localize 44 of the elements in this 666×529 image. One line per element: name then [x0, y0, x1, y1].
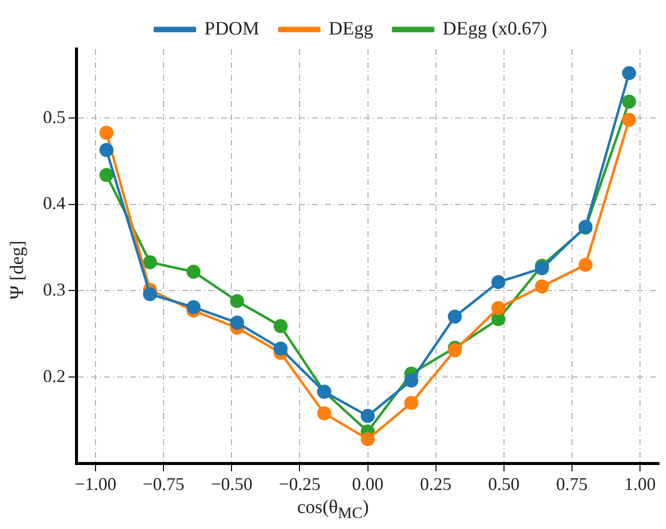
point [230, 316, 244, 330]
point [230, 294, 244, 308]
point [404, 374, 418, 388]
y-tick-label: 0.4 [43, 193, 66, 214]
point [360, 408, 375, 423]
y-axis-title: Ψ [deg] [7, 240, 29, 300]
point [448, 343, 462, 358]
x-tick-label: 0.50 [488, 474, 520, 494]
point [142, 255, 157, 270]
y-tick-label: 0.5 [43, 106, 66, 127]
point [99, 168, 114, 182]
x-tick-label: 0.25 [420, 474, 452, 494]
legend-label: PDOM [204, 18, 260, 40]
x-tick-label: −0.25 [278, 474, 321, 494]
point [99, 126, 114, 140]
point [99, 143, 114, 158]
point [622, 112, 636, 127]
legend-label: DEgg [328, 18, 374, 40]
point [534, 261, 549, 276]
legend-label: DEgg (x0.67) [442, 18, 548, 40]
point [534, 279, 549, 294]
x-tick-label: 1.00 [624, 474, 656, 494]
point [186, 264, 201, 279]
x-tick-label: −0.50 [210, 474, 252, 494]
y-tick-label: 0.3 [43, 279, 66, 300]
point [360, 432, 375, 446]
point [622, 66, 636, 80]
point [274, 319, 288, 334]
point [578, 258, 593, 272]
point [317, 406, 332, 420]
point [404, 396, 418, 410]
x-tick-label: −0.75 [142, 474, 184, 494]
x-tick-label: −1.00 [74, 474, 116, 494]
point [274, 342, 288, 356]
x-tick-label: 0.75 [556, 474, 588, 494]
point [186, 300, 201, 314]
y-tick-label: 0.2 [43, 366, 66, 386]
point [491, 301, 506, 315]
point [622, 94, 636, 109]
x-tick-label: 0.00 [352, 474, 384, 494]
point [142, 287, 157, 302]
point [448, 310, 462, 324]
point [491, 275, 506, 290]
x-axis-title: cos(θ$_{MC}$) [296, 497, 370, 523]
